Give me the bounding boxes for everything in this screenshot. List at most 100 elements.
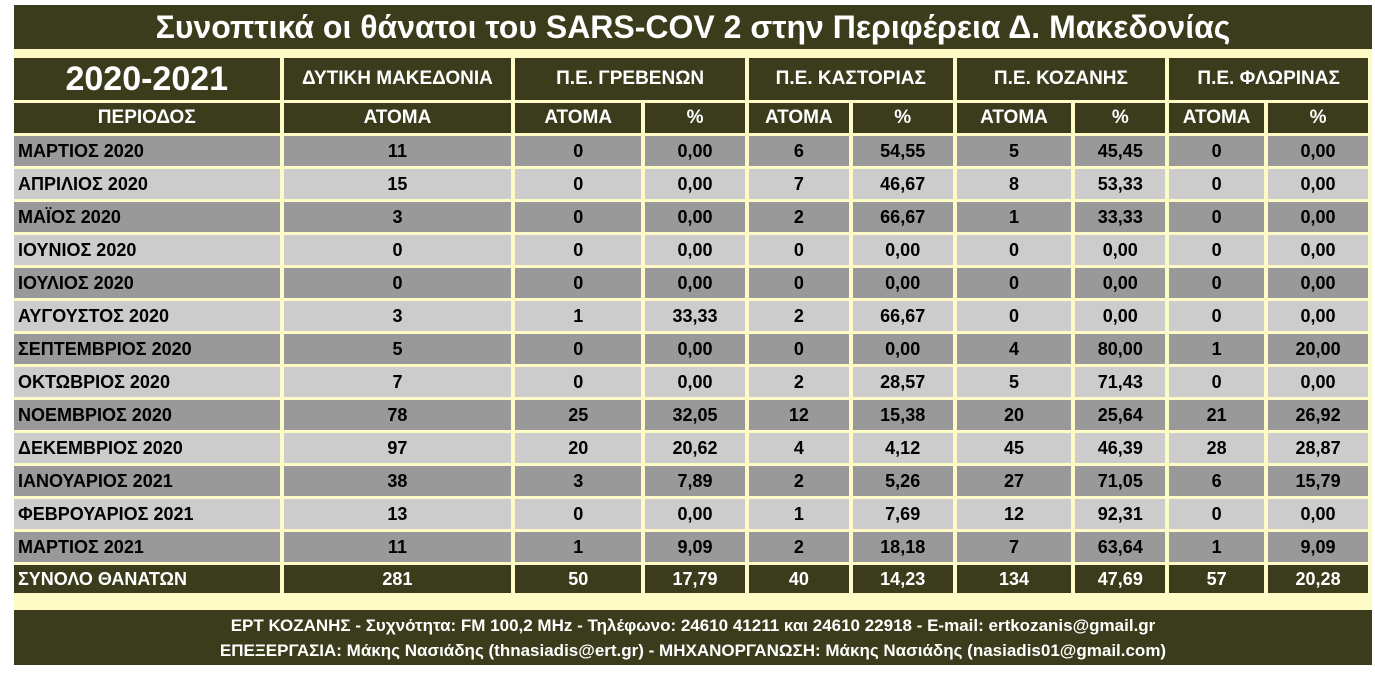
atoma-cell: 45 <box>956 433 1072 463</box>
total-region-cell: 3 <box>283 202 512 232</box>
atoma-cell: 1 <box>515 301 642 331</box>
atoma-cell: 21 <box>1169 400 1265 430</box>
atoma-cell: 5 <box>956 367 1072 397</box>
report-title: Συνοπτικά οι θάνατοι του SARS-COV 2 στην… <box>14 5 1372 49</box>
table-row: ΜΑΡΤΙΟΣ 2021 11 1 9,09 2 18,18 7 63,64 1 9,09 <box>14 532 1368 562</box>
atoma-cell: 2 <box>748 532 849 562</box>
atoma-cell: 12 <box>956 499 1072 529</box>
period-cell: ΜΑΡΤΙΟΣ 2021 <box>14 532 280 562</box>
percent-cell: 0,00 <box>645 367 745 397</box>
period-cell: ΑΥΓΟΥΣΤΟΣ 2020 <box>14 301 280 331</box>
percent-cell: 53,33 <box>1075 169 1166 199</box>
period-cell: ΝΟΕΜΒΡΙΟΣ 2020 <box>14 400 280 430</box>
atoma-cell: 1 <box>956 202 1072 232</box>
percent-cell: 20,00 <box>1268 334 1368 364</box>
atoma-cell: 1 <box>515 532 642 562</box>
year-label: 2020-2021 <box>14 58 280 100</box>
percent-cell: 71,43 <box>1075 367 1166 397</box>
column-header-atoma: ΑΤΟΜΑ <box>283 103 512 133</box>
total-region-cell: 0 <box>283 235 512 265</box>
percent-cell: 66,67 <box>852 301 953 331</box>
percent-cell: 5,26 <box>852 466 953 496</box>
percent-cell: 46,39 <box>1075 433 1166 463</box>
footer: ΕΡΤ ΚΟΖΑΝΗΣ - Συχνότητα: FM 100,2 MHz - … <box>14 610 1372 665</box>
percent-cell: 54,55 <box>852 136 953 166</box>
atoma-cell: 0 <box>748 334 849 364</box>
total-region-cell: 7 <box>283 367 512 397</box>
report-frame: Συνοπτικά οι θάνατοι του SARS-COV 2 στην… <box>14 5 1372 665</box>
period-header: ΠΕΡΙΟΔΟΣ <box>14 103 280 133</box>
percent-cell: 0,00 <box>1075 301 1166 331</box>
deaths-table: 2020-2021 ΔΥΤΙΚΗ ΜΑΚΕΔΟΝΙΑ Π.Ε. ΓΡΕΒΕΝΩΝ… <box>10 55 1372 596</box>
percent-cell: 20,62 <box>645 433 745 463</box>
atoma-cell: 12 <box>748 400 849 430</box>
total-region-cell: 3 <box>283 301 512 331</box>
period-cell: ΜΑΡΤΙΟΣ 2020 <box>14 136 280 166</box>
percent-cell: 0,00 <box>1268 301 1368 331</box>
percent-cell: 32,05 <box>645 400 745 430</box>
percent-cell: 0,00 <box>1268 202 1368 232</box>
atoma-cell: 0 <box>515 202 642 232</box>
percent-cell: 15,38 <box>852 400 953 430</box>
total-region-cell: 97 <box>283 433 512 463</box>
percent-cell: 0,00 <box>645 499 745 529</box>
percent-cell: 9,09 <box>645 532 745 562</box>
atoma-cell: 8 <box>956 169 1072 199</box>
atoma-cell: 0 <box>515 136 642 166</box>
percent-cell: 46,67 <box>852 169 953 199</box>
total-region-cell: 15 <box>283 169 512 199</box>
atoma-cell: 4 <box>748 433 849 463</box>
atoma-cell: 0 <box>1169 268 1265 298</box>
percent-cell: 0,00 <box>1268 499 1368 529</box>
region-header-west-macedonia: ΔΥΤΙΚΗ ΜΑΚΕΔΟΝΙΑ <box>283 58 512 100</box>
atoma-cell: 4 <box>956 334 1072 364</box>
percent-cell: 28,87 <box>1268 433 1368 463</box>
atoma-cell: 0 <box>1169 136 1265 166</box>
table-row: ΣΕΠΤΕΜΒΡΙΟΣ 2020 5 0 0,00 0 0,00 4 80,00 1 20,00 <box>14 334 1368 364</box>
table-row: ΑΠΡΙΛΙΟΣ 2020 15 0 0,00 7 46,67 8 53,33 0 0,00 <box>14 169 1368 199</box>
percent-cell: 66,67 <box>852 202 953 232</box>
total-cell: 134 <box>956 565 1072 593</box>
table-row: ΙΟΥΝΙΟΣ 2020 0 0 0,00 0 0,00 0 0,00 0 0,00 <box>14 235 1368 265</box>
total-cell: 17,79 <box>645 565 745 593</box>
total-cell: 40 <box>748 565 849 593</box>
atoma-cell: 25 <box>515 400 642 430</box>
percent-cell: 0,00 <box>852 235 953 265</box>
atoma-cell: 0 <box>748 268 849 298</box>
total-cell: 14,23 <box>852 565 953 593</box>
percent-cell: 0,00 <box>645 202 745 232</box>
table-row: ΙΟΥΛΙΟΣ 2020 0 0 0,00 0 0,00 0 0,00 0 0,00 <box>14 268 1368 298</box>
column-header-atoma: ΑΤΟΜΑ <box>748 103 849 133</box>
atoma-cell: 6 <box>748 136 849 166</box>
atoma-cell: 6 <box>1169 466 1265 496</box>
total-label: ΣΥΝΟΛΟ ΘΑΝΑΤΩΝ <box>14 565 280 593</box>
atoma-cell: 1 <box>748 499 849 529</box>
total-region-cell: 11 <box>283 136 512 166</box>
total-region-cell: 38 <box>283 466 512 496</box>
percent-cell: 18,18 <box>852 532 953 562</box>
column-header-percent: % <box>1075 103 1166 133</box>
atoma-cell: 7 <box>748 169 849 199</box>
period-cell: ΔΕΚΕΜΒΡΙΟΣ 2020 <box>14 433 280 463</box>
table-row: ΦΕΒΡΟΥΑΡΙΟΣ 2021 13 0 0,00 1 7,69 12 92,31 0 0,00 <box>14 499 1368 529</box>
total-row: ΣΥΝΟΛΟ ΘΑΝΑΤΩΝ 281 50 17,79 40 14,23 134… <box>14 565 1368 593</box>
table-row: ΜΑΪΟΣ 2020 3 0 0,00 2 66,67 1 33,33 0 0,00 <box>14 202 1368 232</box>
percent-cell: 0,00 <box>1268 367 1368 397</box>
atoma-cell: 0 <box>956 268 1072 298</box>
atoma-cell: 1 <box>1169 334 1265 364</box>
percent-cell: 28,57 <box>852 367 953 397</box>
percent-cell: 92,31 <box>1075 499 1166 529</box>
region-header-florina: Π.Ε. ΦΛΩΡΙΝΑΣ <box>1169 58 1368 100</box>
atoma-cell: 0 <box>1169 169 1265 199</box>
atoma-cell: 2 <box>748 367 849 397</box>
period-cell: ΙΑΝΟΥΑΡΙΟΣ 2021 <box>14 466 280 496</box>
atoma-cell: 0 <box>956 301 1072 331</box>
table-row: ΝΟΕΜΒΡΙΟΣ 2020 78 25 32,05 12 15,38 20 25,64 21 2… <box>14 400 1368 430</box>
atoma-cell: 0 <box>1169 367 1265 397</box>
total-region-cell: 5 <box>283 334 512 364</box>
atoma-cell: 0 <box>748 235 849 265</box>
atoma-cell: 2 <box>748 301 849 331</box>
atoma-cell: 28 <box>1169 433 1265 463</box>
period-cell: ΣΕΠΤΕΜΒΡΙΟΣ 2020 <box>14 334 280 364</box>
atoma-cell: 5 <box>956 136 1072 166</box>
